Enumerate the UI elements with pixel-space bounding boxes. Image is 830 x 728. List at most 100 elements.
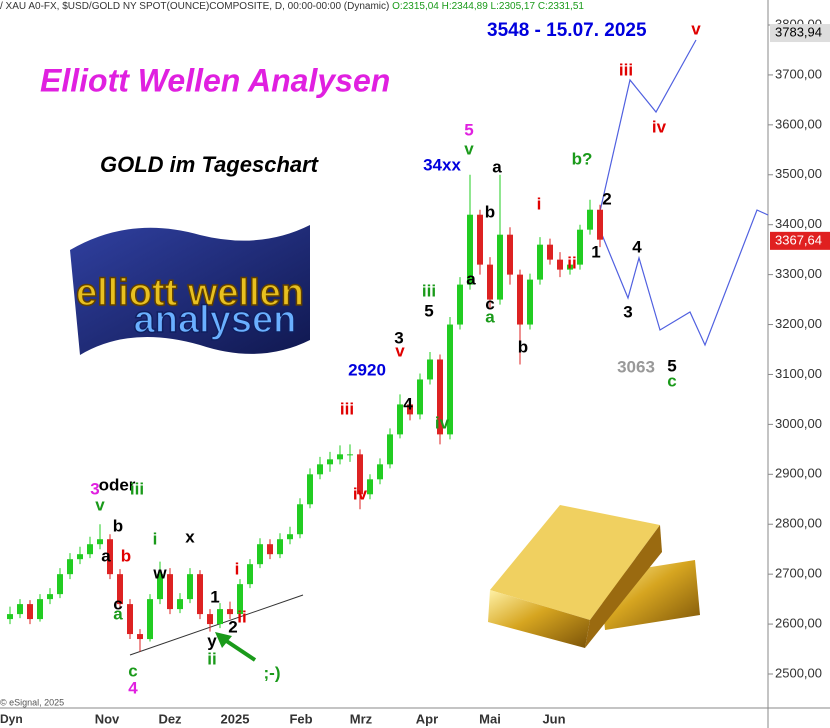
logo-text: analysen [134, 299, 297, 341]
candle-body [7, 614, 13, 620]
y-tick-label: 2600,00 [775, 616, 822, 631]
header-ohlc: O:2315,04 H:2344,89 L:2305,17 C:2331,51 [392, 1, 584, 12]
wave-label: b [485, 202, 495, 221]
wave-label: c [128, 661, 137, 680]
wave-label: iii [422, 281, 436, 300]
y-tick-label: 3600,00 [775, 116, 822, 131]
price-label: 3367,64 [775, 232, 822, 247]
wave-label: ;-) [264, 663, 281, 682]
wave-label: 1 [210, 587, 219, 606]
wave-label: 3 [90, 479, 99, 498]
x-tick-label: Jun [542, 711, 565, 726]
candle-body [497, 234, 503, 300]
price-box [770, 231, 830, 250]
candle-body [37, 599, 43, 620]
wave-label: 5 [667, 356, 676, 375]
candle-body [577, 229, 583, 265]
candle-body [237, 584, 243, 615]
wave-label: iv [353, 484, 368, 503]
candle-body [147, 599, 153, 640]
wave-label: b [518, 337, 528, 356]
candle-body [327, 459, 333, 465]
wave-label: b [113, 516, 123, 535]
candle-body [457, 284, 463, 325]
x-tick-label: Dez [158, 711, 182, 726]
candle-body [357, 454, 363, 495]
candle-body [87, 544, 93, 555]
y-tick-label: 3400,00 [775, 216, 822, 231]
candle-body [47, 594, 53, 600]
projection-line [597, 39, 697, 221]
candle-body [367, 479, 373, 495]
candle-body [247, 564, 253, 585]
candle-body [517, 274, 523, 325]
credit: © eSignal, 2025 [0, 697, 64, 707]
candle-body [557, 259, 563, 270]
wave-label: c [667, 371, 676, 390]
y-tick-label: 3000,00 [775, 416, 822, 431]
wave-label: v [395, 341, 405, 360]
logo-flag [70, 225, 310, 355]
candle-body [217, 609, 223, 625]
wave-label: 3 [394, 328, 403, 347]
candle-body [77, 554, 83, 560]
y-tick-label: 3200,00 [775, 316, 822, 331]
wave-label: b [121, 546, 131, 565]
wave-label: 5 [424, 301, 433, 320]
wave-label: ii [207, 649, 216, 668]
y-tick-label: 2800,00 [775, 516, 822, 531]
target-label: 3548 - 15.07. 2025 [487, 20, 647, 41]
logo: elliott wellen analysen [70, 225, 310, 355]
candle-body [107, 539, 113, 575]
x-tick-label: Nov [95, 711, 120, 726]
candle-body [547, 244, 553, 260]
wave-label: a [466, 269, 476, 288]
candle-body [267, 544, 273, 555]
arrow [220, 636, 257, 662]
price-box [770, 24, 830, 43]
candle-body [197, 574, 203, 615]
wave-label: c [113, 594, 122, 613]
wave-label: iii [130, 479, 144, 498]
candle-body [297, 504, 303, 535]
candle-body [437, 359, 443, 435]
gold-bar [488, 590, 590, 648]
candle-body [17, 604, 23, 615]
corner-label: Dyn [0, 712, 23, 726]
candle-body [317, 464, 323, 475]
candle-body [137, 634, 143, 640]
wave-label: 4 [632, 237, 642, 256]
header: / XAU A0-FX, $USD/GOLD NY SPOT(OUNCE)COM… [0, 1, 584, 12]
x-tick-label: Feb [289, 711, 312, 726]
y-tick-label: 3500,00 [775, 166, 822, 181]
candle-body [567, 264, 573, 270]
wave-label: b? [572, 149, 593, 168]
x-tick-label: Mai [479, 711, 501, 726]
y-tick-label: 3100,00 [775, 366, 822, 381]
wave-label: c [485, 294, 494, 313]
wave-label: a [101, 546, 111, 565]
wave-label: a [113, 604, 123, 623]
candle-body [477, 214, 483, 265]
wave-label: a [485, 307, 495, 326]
wave-label: x [185, 527, 195, 546]
candle-body [507, 234, 513, 275]
candle-body [417, 379, 423, 415]
candle-body [127, 604, 133, 635]
candle-body [57, 574, 63, 595]
x-tick-label: Mrz [350, 711, 373, 726]
x-tick-label: Apr [416, 711, 438, 726]
candle-body [447, 324, 453, 435]
wave-label: i [537, 194, 542, 213]
projection-line [597, 209, 769, 347]
wave-label: v [95, 495, 105, 514]
candle-body [407, 404, 413, 415]
wave-label: 1 [591, 242, 600, 261]
wave-label: 2920 [348, 360, 386, 379]
y-tick-label: 3700,00 [775, 66, 822, 81]
gold-bar [585, 525, 662, 648]
candle-body [537, 244, 543, 280]
candle-body [347, 454, 353, 456]
axis-panel [768, 0, 830, 728]
